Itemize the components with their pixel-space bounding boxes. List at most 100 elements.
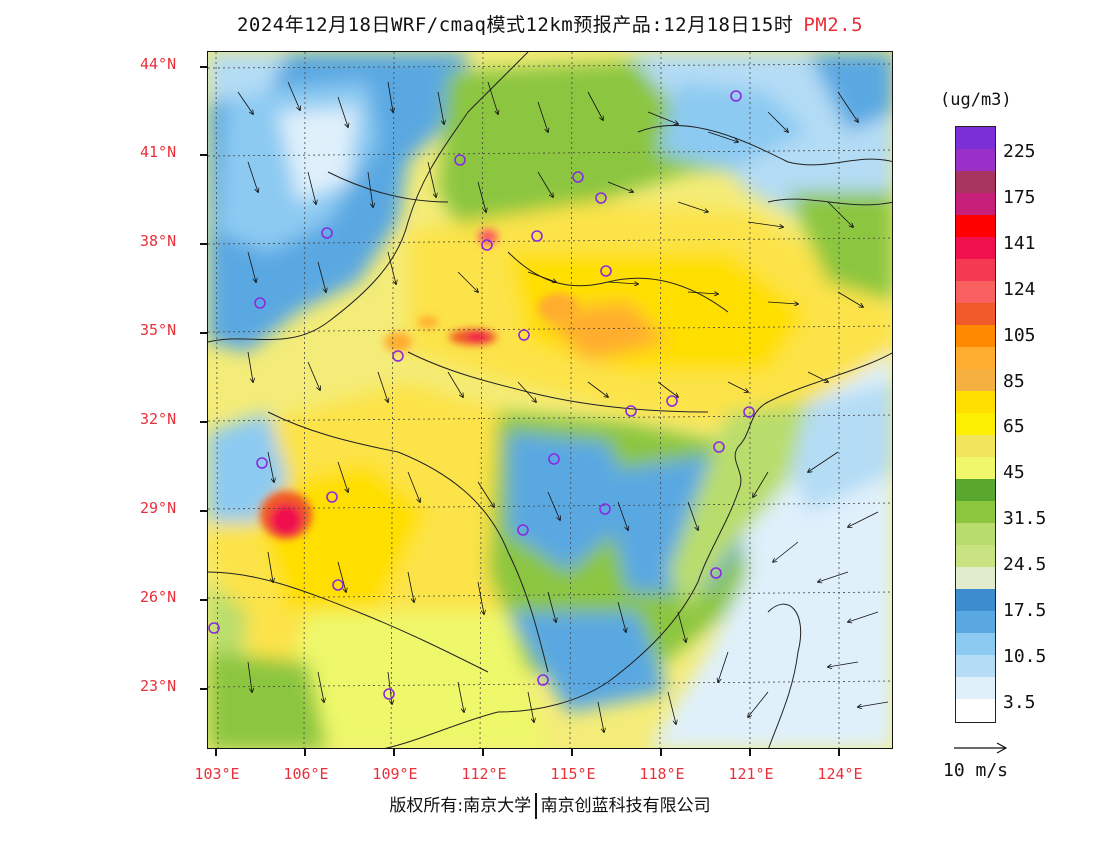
legend-label: 65 <box>1003 416 1025 437</box>
legend-label: 45 <box>1003 462 1025 483</box>
color-bar-segment <box>956 259 995 282</box>
lon-label: 121°E <box>728 765 774 783</box>
legend-label: 31.5 <box>1003 508 1047 529</box>
color-bar-segment <box>956 479 995 502</box>
city-marker <box>537 674 549 686</box>
tick <box>200 599 208 601</box>
color-bar-segment <box>956 589 995 612</box>
copyright-right: 南京创蓝科技有限公司 <box>540 796 711 816</box>
wind-reference-arrow <box>954 742 1008 754</box>
wind-vectors <box>237 81 889 732</box>
color-bar-segment <box>956 523 995 546</box>
tick <box>215 749 217 756</box>
legend-label: 85 <box>1003 371 1025 392</box>
lat-label: 44°N <box>140 55 177 73</box>
tick <box>482 749 484 756</box>
city-marker <box>254 297 266 309</box>
footer-divider <box>535 793 537 819</box>
color-bar-segment <box>956 237 995 260</box>
tick <box>304 749 306 756</box>
color-bar-segment <box>956 413 995 436</box>
city-marker <box>572 171 584 183</box>
city-marker <box>710 567 722 579</box>
copyright-footer: 版权所有:南京大学 南京创蓝科技有限公司 <box>0 791 1100 819</box>
lon-label: 118°E <box>639 765 685 783</box>
tick <box>660 749 662 756</box>
legend-label: 17.5 <box>1003 600 1047 621</box>
city-marker <box>531 230 543 242</box>
color-bar-segment <box>956 347 995 370</box>
legend-label: 3.5 <box>1003 692 1036 713</box>
color-bar-segment <box>956 149 995 172</box>
color-bar-segment <box>956 215 995 238</box>
city-marker <box>666 395 678 407</box>
lat-label: 35°N <box>140 321 177 339</box>
legend-label: 124 <box>1003 279 1036 300</box>
map-canvas <box>208 52 892 748</box>
city-marker <box>625 405 637 417</box>
city-marker <box>600 265 612 277</box>
legend-label: 225 <box>1003 141 1036 162</box>
legend-label: 141 <box>1003 233 1036 254</box>
map-title: 2024年12月18日WRF/cmaq模式12km预报产品:12月18日15时 P… <box>0 10 1100 37</box>
legend-label: 105 <box>1003 325 1036 346</box>
color-bar <box>955 126 996 723</box>
city-marker <box>256 457 268 469</box>
tick <box>200 243 208 245</box>
lon-label: 112°E <box>461 765 507 783</box>
lon-label: 106°E <box>283 765 329 783</box>
lat-label: 32°N <box>140 410 177 428</box>
color-bar-segment <box>956 435 995 458</box>
city-marker <box>383 688 395 700</box>
city-marker <box>326 491 338 503</box>
lat-label: 38°N <box>140 232 177 250</box>
color-bar-segment <box>956 391 995 414</box>
lon-label: 109°E <box>372 765 418 783</box>
tick <box>200 688 208 690</box>
color-bar-segment <box>956 127 995 150</box>
city-marker <box>595 192 607 204</box>
city-marker <box>481 239 493 251</box>
lat-label: 26°N <box>140 588 177 606</box>
lon-label: 115°E <box>550 765 596 783</box>
city-marker <box>730 90 742 102</box>
lat-label: 23°N <box>140 677 177 695</box>
color-bar-segment <box>956 699 995 722</box>
city-marker <box>517 524 529 536</box>
city-marker <box>454 154 466 166</box>
city-marker <box>332 579 344 591</box>
title-text: 2024年12月18日WRF/cmaq模式12km预报产品:12月18日15时 <box>236 14 794 36</box>
tick <box>393 749 395 756</box>
tick <box>838 749 840 756</box>
city-marker <box>599 503 611 515</box>
legend-label: 10.5 <box>1003 646 1047 667</box>
pm-hotspots <box>260 229 618 539</box>
city-marker <box>208 622 220 634</box>
city-markers <box>208 90 755 700</box>
color-bar-segment <box>956 281 995 304</box>
color-bar-segment <box>956 655 995 678</box>
pollutant-label: PM2.5 <box>803 14 864 36</box>
color-bar-segment <box>956 369 995 392</box>
city-marker <box>321 227 333 239</box>
pm25-map <box>207 51 893 749</box>
color-bar-segment <box>956 567 995 590</box>
color-bar-segment <box>956 303 995 326</box>
tick <box>200 332 208 334</box>
wind-reference-label: 10 m/s <box>943 760 1009 781</box>
tick <box>571 749 573 756</box>
tick <box>200 154 208 156</box>
lat-label: 29°N <box>140 499 177 517</box>
tick <box>749 749 751 756</box>
color-bar-segment <box>956 677 995 700</box>
legend-label: 175 <box>1003 187 1036 208</box>
lon-label: 103°E <box>194 765 240 783</box>
color-bar-segment <box>956 457 995 480</box>
tick <box>200 510 208 512</box>
city-marker <box>518 329 530 341</box>
city-marker <box>743 406 755 418</box>
color-bar-segment <box>956 193 995 216</box>
lat-label: 41°N <box>140 143 177 161</box>
tick <box>200 421 208 423</box>
city-marker <box>713 441 725 453</box>
